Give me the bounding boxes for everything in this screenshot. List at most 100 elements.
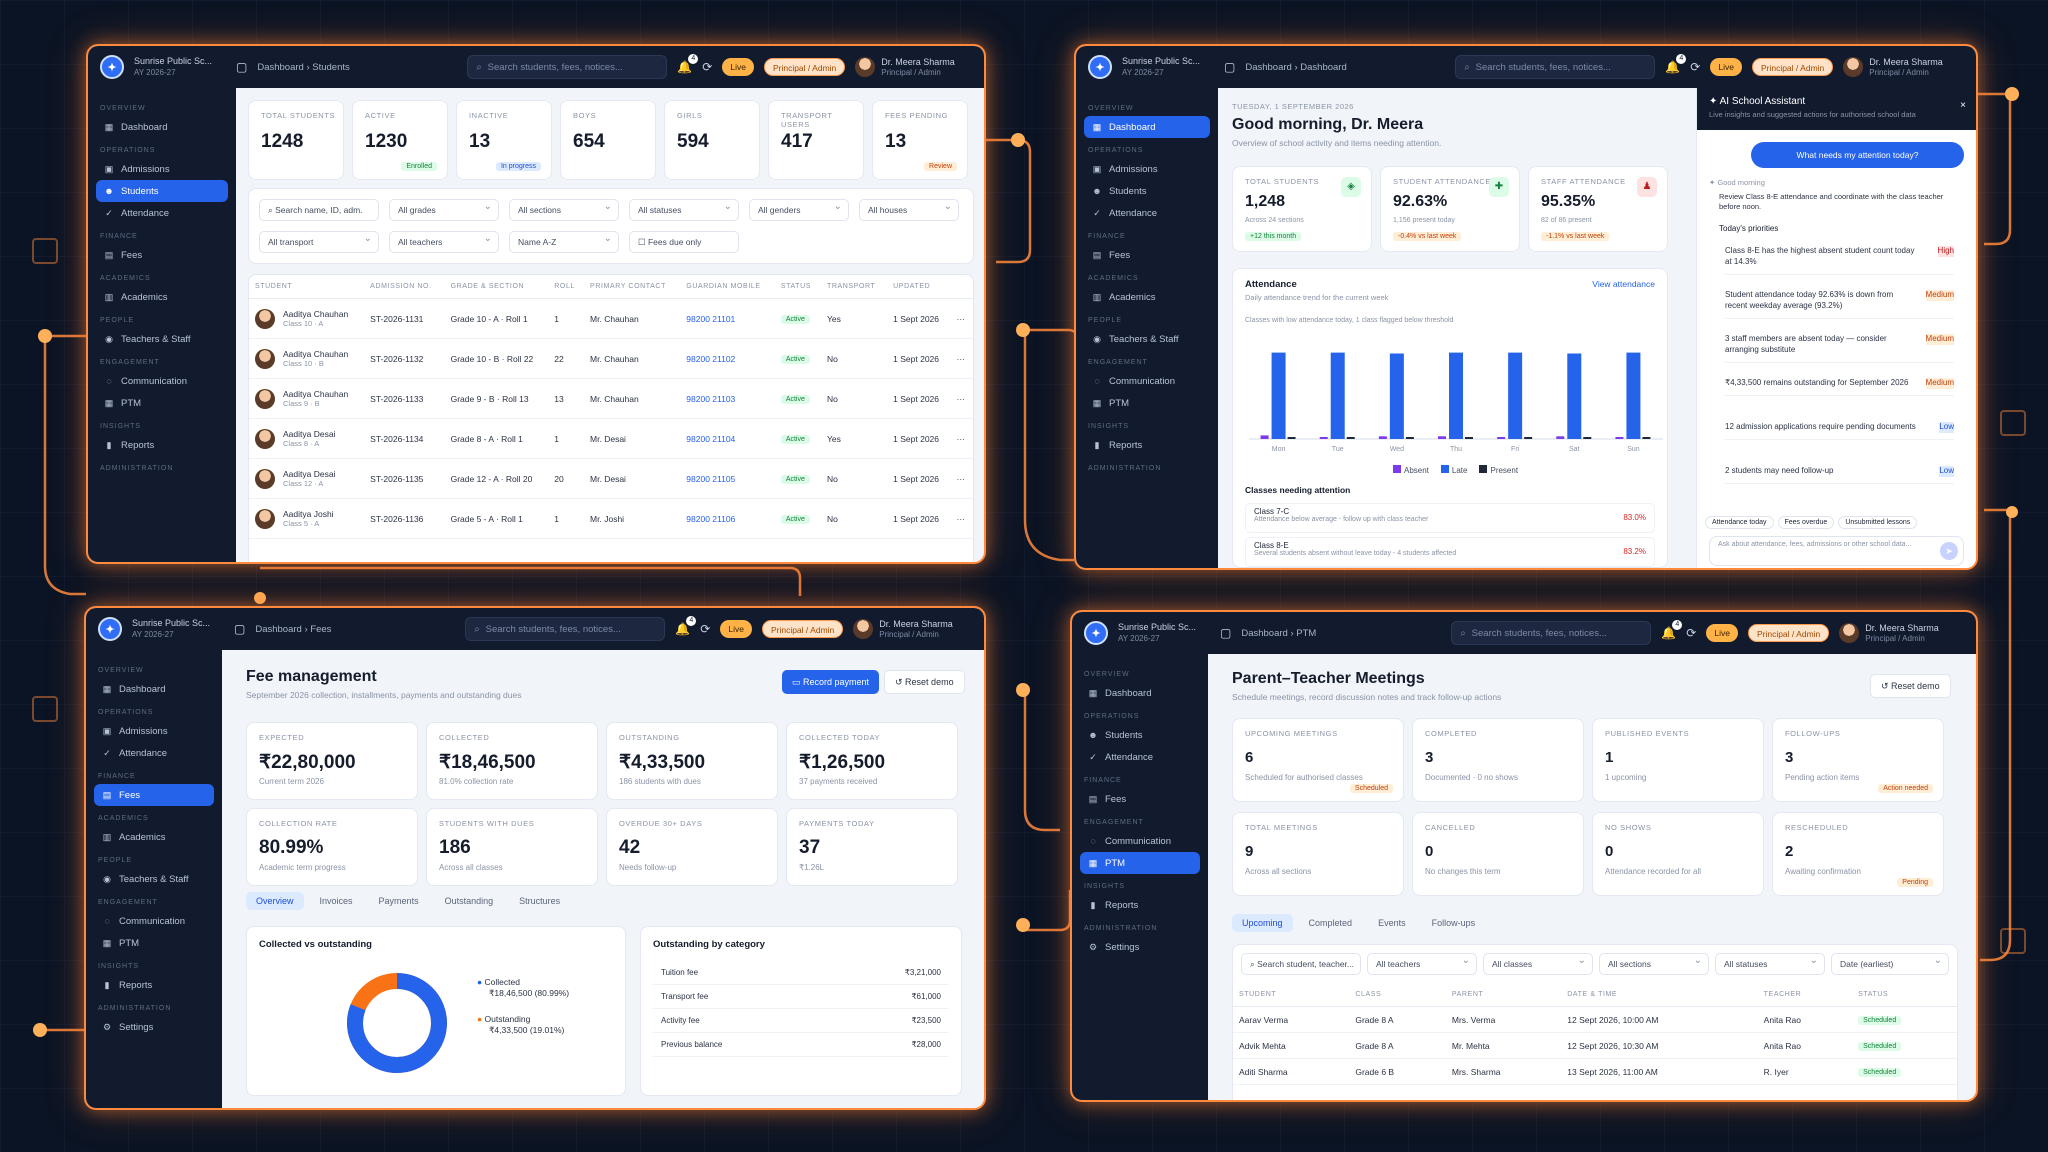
- fees-due-checkbox[interactable]: ☐ Fees due only: [629, 231, 739, 253]
- student-name[interactable]: Aaditya Desai: [283, 469, 336, 479]
- section-filter[interactable]: All sections: [509, 199, 619, 221]
- guardian-mobile[interactable]: 98200 21102: [680, 338, 775, 379]
- guardian-mobile[interactable]: 98200 21103: [680, 378, 775, 419]
- tab-completed[interactable]: Completed: [1308, 918, 1353, 928]
- role-pill[interactable]: Principal / Admin: [761, 620, 844, 638]
- section-filter[interactable]: All sections: [1599, 953, 1709, 975]
- class-row[interactable]: Class 7-C Attendance below average - fol…: [1245, 503, 1655, 533]
- house-filter[interactable]: All houses: [859, 199, 959, 221]
- sidebar-item-academics[interactable]: ▥ Academics: [1092, 291, 1156, 303]
- sidebar-item-communication[interactable]: ◌ Communication: [94, 910, 214, 932]
- sidebar-item-academics[interactable]: ▥ Academics: [104, 291, 168, 303]
- sidebar-item-admissions[interactable]: ▣ Admissions: [102, 725, 168, 737]
- ai-priority-item[interactable]: Class 8-E has the highest absent student…: [1725, 240, 1954, 275]
- column-header[interactable]: CLASS: [1349, 983, 1446, 1007]
- column-header[interactable]: DATE & TIME: [1561, 983, 1758, 1007]
- bar-present-fri[interactable]: [1524, 437, 1533, 439]
- sidebar-item-fees[interactable]: ▤ Fees: [104, 249, 143, 261]
- student-name[interactable]: Aaditya Desai: [283, 429, 336, 439]
- ai-prompt-button[interactable]: What needs my attention today?: [1751, 142, 1964, 168]
- record-payment-button[interactable]: ▭ Record payment: [782, 670, 880, 694]
- sidebar-item-dashboard[interactable]: ▦ Dashboard: [1084, 116, 1210, 138]
- sidebar-item-teachers[interactable]: ◉ Teachers & Staff: [1093, 333, 1179, 345]
- bar-late-mon[interactable]: [1271, 352, 1286, 439]
- role-pill[interactable]: Principal / Admin: [1751, 58, 1834, 76]
- ptm-search-input[interactable]: ⌕ Search student, teacher...: [1241, 953, 1361, 975]
- tab-invoices[interactable]: Invoices: [319, 896, 353, 906]
- sidebar-item-students[interactable]: ☻ Students: [1088, 729, 1143, 741]
- gender-filter[interactable]: All genders: [749, 199, 849, 221]
- ai-message-input[interactable]: Ask about attendance, fees, admissions o…: [1709, 536, 1964, 566]
- tab-upcoming[interactable]: Upcoming: [1232, 914, 1293, 932]
- sidebar-item-attendance[interactable]: ✓ Attendance: [105, 207, 170, 219]
- collapse-sidebar-icon[interactable]: ▢: [1224, 60, 1236, 74]
- transport-filter[interactable]: All transport: [259, 231, 379, 253]
- sidebar-item-ptm[interactable]: ▦ PTM: [102, 937, 140, 949]
- row-actions-icon[interactable]: ···: [950, 298, 973, 339]
- bar-late-wed[interactable]: [1389, 353, 1404, 440]
- refresh-icon[interactable]: ⟳: [1686, 626, 1697, 640]
- table-row[interactable]: Aaditya Chauhan Class 10 · A ST-2026-1131 G…: [249, 298, 973, 339]
- bar-late-sat[interactable]: [1567, 353, 1582, 440]
- ai-priority-item[interactable]: 3 staff members are absent today — consi…: [1725, 328, 1954, 363]
- column-header[interactable]: STATUS: [774, 275, 821, 299]
- tab-overview[interactable]: Overview: [246, 892, 304, 910]
- sidebar-item-fees[interactable]: ▤ Fees: [94, 784, 214, 806]
- sidebar-item-attendance[interactable]: ✓ Attendance: [1093, 207, 1158, 219]
- status-filter[interactable]: All statuses: [1715, 953, 1825, 975]
- column-header[interactable]: PRIMARY CONTACT: [584, 275, 681, 299]
- sidebar-item-fees[interactable]: ▤ Fees: [1092, 249, 1131, 261]
- bar-present-tue[interactable]: [1346, 437, 1355, 439]
- school-switcher[interactable]: Sunrise Public Sc... AY 2026-27: [1122, 56, 1201, 77]
- bar-absent-thu[interactable]: [1438, 436, 1446, 439]
- teacher-filter[interactable]: All teachers: [389, 231, 499, 253]
- search-input[interactable]: ⌕ Search students, fees, notices...: [467, 55, 668, 79]
- bell-icon[interactable]: 🔔 4: [1665, 54, 1687, 74]
- user-menu[interactable]: Dr. Meera Sharma Principal / Admin: [1843, 57, 1943, 77]
- guardian-mobile[interactable]: 98200 21105: [680, 458, 775, 499]
- student-name[interactable]: Aaditya Joshi: [283, 509, 334, 519]
- status-filter[interactable]: All statuses: [629, 199, 739, 221]
- tab-payments[interactable]: Payments: [378, 896, 419, 906]
- column-header[interactable]: UPDATED: [887, 275, 951, 299]
- sidebar-item-admissions[interactable]: ▣ Admissions: [104, 163, 170, 175]
- column-header[interactable]: ADMISSION NO.: [364, 275, 445, 299]
- table-row[interactable]: Aaditya Chauhan Class 9 · B ST-2026-1133 Gr…: [249, 378, 973, 419]
- user-menu[interactable]: Dr. Meera Sharma Principal / Admin: [853, 619, 953, 639]
- user-menu[interactable]: Dr. Meera Sharma Principal / Admin: [855, 57, 955, 77]
- sidebar-item-students[interactable]: ☻ Students: [1092, 185, 1147, 197]
- bar-absent-tue[interactable]: [1319, 437, 1328, 439]
- column-header[interactable]: TRANSPORT: [820, 275, 888, 299]
- sidebar-item-reports[interactable]: ▮ Reports: [1084, 434, 1210, 456]
- ai-priority-item[interactable]: 2 students may need follow-up Low: [1725, 460, 1954, 484]
- chip[interactable]: Unsubmitted lessons: [1838, 516, 1918, 529]
- reset-demo-button[interactable]: ↺ Reset demo: [884, 670, 965, 694]
- sidebar-item-settings[interactable]: ⚙ Settings: [1088, 941, 1140, 953]
- student-name[interactable]: Aaditya Chauhan: [283, 309, 349, 319]
- bar-absent-wed[interactable]: [1378, 436, 1387, 439]
- close-icon[interactable]: ×: [1960, 100, 1966, 111]
- sort-select[interactable]: Name A-Z: [509, 231, 619, 253]
- sidebar-item-dashboard[interactable]: ▦ Dashboard: [102, 683, 166, 695]
- column-header[interactable]: GRADE & SECTION: [444, 275, 549, 299]
- collapse-sidebar-icon[interactable]: ▢: [1220, 626, 1232, 640]
- row-actions-icon[interactable]: ···: [950, 378, 973, 419]
- tab-events[interactable]: Events: [1378, 918, 1406, 928]
- bar-absent-fri[interactable]: [1497, 437, 1506, 439]
- guardian-mobile[interactable]: 98200 21101: [680, 298, 775, 339]
- refresh-icon[interactable]: ⟳: [1690, 60, 1701, 74]
- table-row[interactable]: Aaditya Chauhan Class 10 · B ST-2026-1132 G…: [249, 338, 973, 379]
- collapse-sidebar-icon[interactable]: ▢: [234, 622, 246, 636]
- column-header[interactable]: STUDENT: [1233, 983, 1350, 1007]
- tab-follow-ups[interactable]: Follow-ups: [1431, 918, 1476, 928]
- table-row[interactable]: Aaditya Desai Class 8 · A ST-2026-1134 Grad…: [249, 418, 973, 459]
- table-row[interactable]: Aaditya Desai Class 12 · A ST-2026-1135 Gra…: [249, 458, 973, 499]
- school-switcher[interactable]: Sunrise Public Sc... AY 2026-27: [134, 56, 213, 77]
- sidebar-item-dashboard[interactable]: ▦ Dashboard: [104, 121, 168, 133]
- bell-icon[interactable]: 🔔 4: [675, 616, 697, 636]
- ai-priority-item[interactable]: ₹4,33,500 remains outstanding for Septem…: [1725, 372, 1954, 396]
- grade-filter[interactable]: All grades: [389, 199, 499, 221]
- sidebar-item-communication[interactable]: ◌ Communication: [1084, 370, 1210, 392]
- column-header[interactable]: ROLL: [548, 275, 585, 299]
- sidebar-item-reports[interactable]: ▮ Reports: [1080, 894, 1200, 916]
